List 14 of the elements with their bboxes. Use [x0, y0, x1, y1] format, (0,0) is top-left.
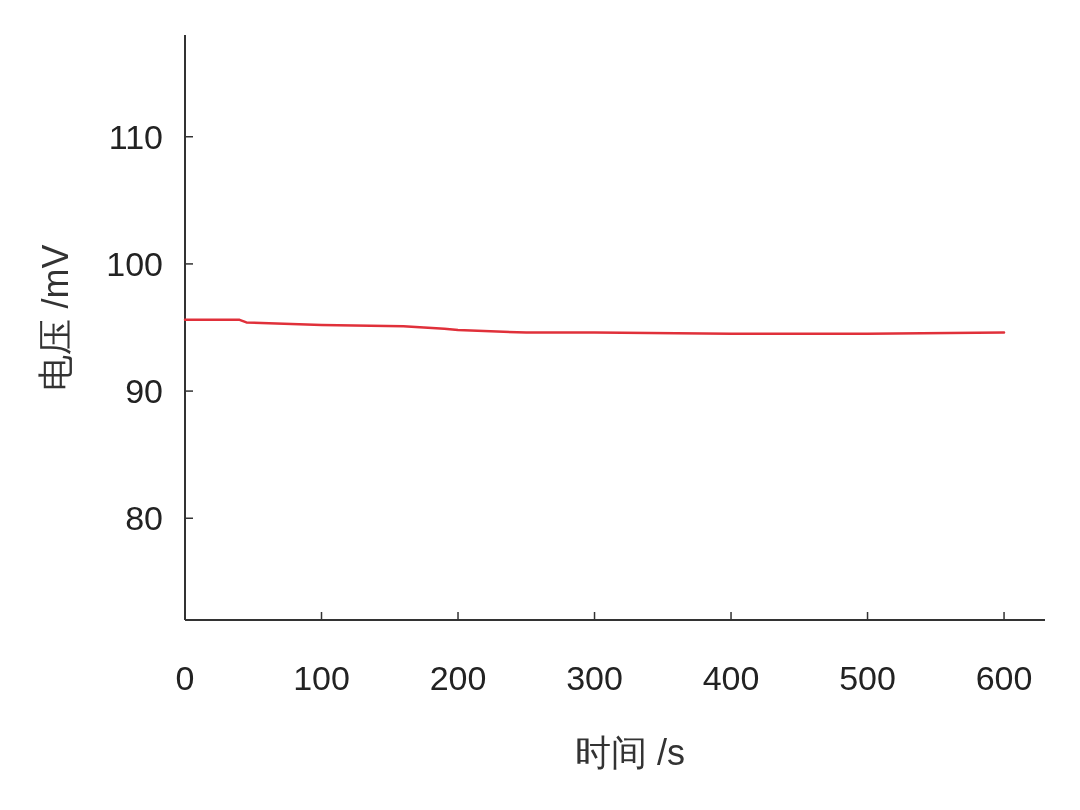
x-tick-label: 200 — [429, 659, 487, 697]
x-tick-label: 500 — [839, 659, 896, 697]
x-tick-label: 300 — [566, 659, 623, 697]
y-tick-label: 110 — [108, 117, 163, 156]
y-tick-label: 90 — [125, 372, 163, 411]
y-axis-title: 电压 /mV — [35, 244, 76, 391]
y-tick-label: 80 — [125, 499, 163, 538]
x-axis-title: 时间 /s — [574, 732, 686, 773]
x-tick-label: 100 — [293, 659, 350, 697]
y-tick-label: 100 — [106, 244, 163, 283]
x-tick-label: 600 — [975, 659, 1033, 697]
line-series — [183, 318, 1006, 336]
x-tick-label: 0 — [175, 659, 195, 697]
x-tick-label: 400 — [702, 659, 760, 697]
